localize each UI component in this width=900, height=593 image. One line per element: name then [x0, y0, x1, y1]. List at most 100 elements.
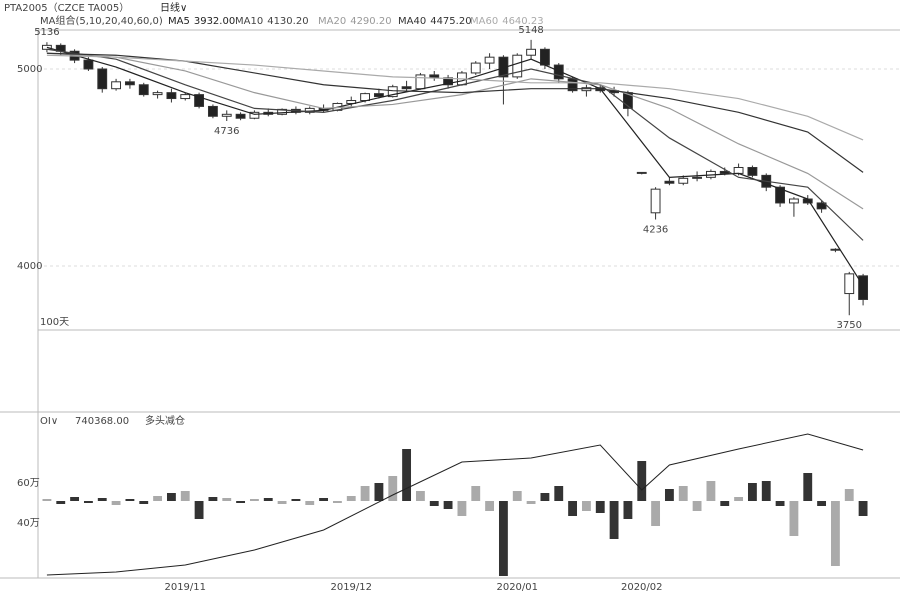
- oi-change-bar: [374, 483, 384, 501]
- y-tick-label: 4000: [17, 261, 42, 272]
- oi-change-bar: [734, 497, 744, 501]
- y-tick-label: 60万: [17, 478, 40, 489]
- candle-body: [484, 56, 495, 64]
- candle-body: [221, 113, 232, 117]
- candle-body: [152, 92, 163, 96]
- oi-change-bar: [222, 498, 232, 501]
- oi-line: [46, 433, 864, 576]
- oi-change-bar: [678, 486, 688, 501]
- oi-change-bar: [139, 501, 149, 504]
- candle-body: [844, 273, 855, 295]
- extreme-label: 4736: [214, 126, 239, 137]
- oi-change-bar: [305, 501, 315, 505]
- oi-change-bar: [817, 501, 827, 506]
- candle-body: [858, 275, 869, 300]
- oi-change-bar: [346, 496, 356, 501]
- candle-body: [138, 84, 149, 96]
- ma-legend-title: MA组合(5,10,20,40,60,0): [40, 14, 163, 27]
- x-tick-label: 2020/02: [621, 582, 663, 593]
- oi-title[interactable]: OI∨: [40, 416, 58, 427]
- legend-value: 4130.20: [267, 16, 308, 27]
- candle-body: [373, 93, 384, 98]
- oi-change-bar: [194, 501, 204, 519]
- candle-body: [470, 62, 481, 74]
- candle-body: [180, 94, 191, 100]
- candle-body: [733, 166, 744, 174]
- candle-body: [678, 177, 689, 184]
- oi-change-bar: [125, 499, 135, 501]
- candle-body: [775, 186, 786, 204]
- symbol-title: PTA2005（CZCE TA005）: [4, 2, 129, 14]
- oi-change-bar: [236, 501, 246, 503]
- oi-change-bar: [498, 501, 508, 576]
- oi-change-bar: [415, 491, 425, 501]
- candle-body: [636, 171, 647, 174]
- oi-change-bar: [844, 489, 854, 501]
- range-label: 100天: [40, 317, 69, 328]
- legend-name: MA20: [318, 16, 346, 27]
- oi-change-bar: [111, 501, 121, 505]
- extreme-label: 5148: [518, 25, 543, 36]
- oi-change-bar: [56, 501, 66, 504]
- oi-status: 多头减仓: [145, 414, 185, 427]
- legend-name: MA60: [470, 16, 498, 27]
- oi-change-bar: [568, 501, 578, 516]
- x-tick-label: 2019/11: [164, 582, 206, 593]
- candle-body: [747, 166, 758, 176]
- oi-change-bar: [775, 501, 785, 506]
- oi-change-bar: [83, 501, 93, 503]
- oi-change-bar: [830, 501, 840, 566]
- legend-value: 4290.20: [350, 16, 391, 27]
- candle-body: [97, 68, 108, 90]
- oi-change-bar: [512, 491, 522, 501]
- candle-body: [816, 202, 827, 210]
- oi-change-bar: [42, 499, 52, 501]
- oi-value: 740368.00: [75, 416, 129, 427]
- extreme-label: 5136: [34, 27, 59, 38]
- candle-body: [526, 48, 537, 56]
- oi-change-bar: [706, 481, 716, 501]
- oi-change-bar: [595, 501, 605, 513]
- oi-change-bar: [332, 501, 342, 503]
- oi-change-bar: [180, 491, 190, 501]
- oi-change-bar: [554, 486, 564, 501]
- oi-change-bar: [319, 498, 329, 501]
- oi-change-bar: [388, 476, 398, 501]
- candle-body: [788, 198, 799, 204]
- candle-body: [830, 248, 841, 251]
- oi-change-bar: [609, 501, 619, 539]
- oi-change-bar: [720, 501, 730, 506]
- ma-line: [46, 46, 864, 287]
- candle-body: [664, 180, 675, 184]
- oi-change-bar: [747, 483, 757, 501]
- ma-line: [46, 48, 864, 241]
- x-tick-label: 2019/12: [330, 582, 372, 593]
- candle-body: [235, 113, 246, 119]
- oi-change-bar: [70, 497, 80, 501]
- legend-value: 4640.23: [502, 16, 543, 27]
- candle-body: [415, 74, 426, 90]
- candle-body: [249, 111, 260, 119]
- oi-change-bar: [443, 501, 453, 509]
- candle-body: [207, 105, 218, 117]
- oi-change-bar: [789, 501, 799, 536]
- oi-change-bar: [153, 496, 163, 501]
- oi-change-bar: [208, 497, 218, 501]
- candle-body: [83, 59, 94, 70]
- period[interactable]: 日线∨: [160, 1, 187, 14]
- oi-change-bar: [858, 501, 868, 516]
- legend-name: MA5: [168, 16, 190, 27]
- candle-body: [111, 81, 122, 90]
- oi-change-bar: [291, 499, 301, 501]
- oi-change-bar: [637, 461, 647, 501]
- oi-change-bar: [263, 498, 273, 501]
- oi-change-bar: [540, 493, 550, 501]
- oi-change-bar: [803, 473, 813, 501]
- oi-change-bar: [664, 489, 674, 501]
- legend-name: MA10: [235, 16, 263, 27]
- candle-body: [360, 93, 371, 102]
- oi-change-bar: [692, 501, 702, 511]
- oi-change-bar: [623, 501, 633, 519]
- candle-body: [387, 86, 398, 98]
- oi-change-bar: [761, 481, 771, 501]
